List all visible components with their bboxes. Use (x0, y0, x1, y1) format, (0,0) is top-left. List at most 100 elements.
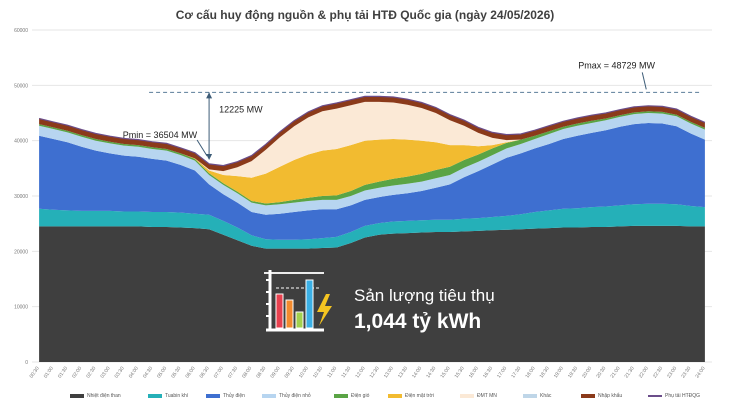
legend-label: ĐMT MN (477, 393, 497, 399)
y-tick-label: 10000 (14, 305, 28, 311)
y-tick-label: 50000 (14, 83, 28, 89)
y-tick-label: 0 (25, 360, 28, 366)
y-tick-label: 20000 (14, 249, 28, 255)
y-tick-label: 40000 (14, 139, 28, 145)
x-tick-label: 16:30 (482, 366, 494, 380)
x-tick-label: 23:00 (666, 366, 678, 380)
x-tick-label: 11:30 (341, 366, 353, 380)
x-tick-label: 02:30 (85, 366, 97, 380)
legend-label: Điện mặt trời (405, 393, 434, 399)
legend-swatch (70, 394, 84, 398)
x-tick-label: 03:30 (114, 366, 126, 380)
legend-swatch (206, 394, 220, 398)
x-tick-label: 04:30 (142, 366, 154, 380)
consumption-value: 1,044 tỷ kWh (354, 310, 482, 333)
x-tick-label: 19:00 (553, 366, 565, 380)
x-tick-label: 23:30 (680, 366, 692, 380)
legend-item: Thủy điện nhỏ (262, 393, 311, 399)
legend-label: Thủy điện (223, 393, 245, 399)
x-tick-label: 10:00 (298, 366, 310, 380)
pmax-annotation: Pmax = 48729 MW (578, 60, 655, 70)
area-wind (39, 111, 705, 206)
legend-swatch (523, 394, 537, 398)
x-tick-label: 05:30 (170, 366, 182, 380)
x-tick-label: 11:00 (326, 366, 338, 380)
legend-swatch (334, 394, 348, 398)
x-tick-label: 14:30 (425, 366, 437, 380)
legend-item: Khác (523, 393, 551, 399)
legend-label: Phụ tải HTĐQG (665, 393, 701, 399)
legend-item: Nhập khẩu (581, 393, 622, 399)
x-tick-label: 13:30 (397, 366, 409, 380)
legend-swatch (388, 394, 402, 398)
consumption-label: Sản lượng tiêu thụ (354, 286, 495, 305)
legend-swatch (148, 394, 162, 398)
x-tick-label: 17:30 (510, 366, 522, 380)
delta-arrow-head-down (206, 154, 213, 161)
x-tick-label: 16:00 (468, 366, 480, 380)
x-tick-label: 18:30 (539, 366, 551, 380)
area-hydro (39, 123, 705, 240)
x-tick-label: 01:00 (43, 366, 55, 380)
x-tick-label: 19:30 (567, 366, 579, 380)
chart-legend: Nhiệt điện than Tuabin khí Thủy điện Thủy đ… (0, 393, 730, 407)
load-line (38, 95, 706, 167)
x-tick-label: 06:30 (199, 366, 211, 380)
x-tick-label: 21:30 (624, 366, 636, 380)
x-tick-label: 10:30 (312, 366, 324, 380)
x-tick-label: 13:00 (383, 366, 395, 380)
pmin-leader (196, 139, 208, 157)
legend-label: Thủy điện nhỏ (279, 393, 311, 399)
legend-item: Thủy điện (206, 393, 245, 399)
legend-label: Khác (540, 393, 552, 399)
delta-arrow-head-up (206, 92, 213, 99)
x-tick-label: 09:30 (284, 366, 296, 380)
x-tick-label: 02:00 (71, 366, 83, 380)
legend-label: Điện gió (351, 393, 370, 399)
pmin-annotation: Pmin = 36504 MW (123, 130, 198, 140)
legend-item: Phụ tải HTĐQG (648, 393, 700, 399)
x-tick-label: 12:00 (354, 366, 366, 380)
x-tick-label: 21:00 (609, 366, 621, 380)
x-tick-label: 22:00 (638, 366, 650, 380)
legend-swatch (460, 394, 474, 398)
x-tick-label: 03:00 (99, 366, 111, 380)
x-tick-label: 07:30 (227, 366, 239, 380)
area-coal (39, 225, 705, 362)
legend-item: Điện gió (334, 393, 369, 399)
x-tick-label: 15:30 (454, 366, 466, 380)
bar-chart-bolt-icon (264, 270, 332, 332)
x-tick-label: 06:00 (184, 366, 196, 380)
x-tick-label: 22:30 (652, 366, 664, 380)
area-small_hydro (39, 113, 705, 215)
legend-swatch (262, 394, 276, 398)
x-tick-label: 17:00 (496, 366, 508, 380)
x-tick-label: 15:00 (439, 366, 451, 380)
area-solar_farm (39, 111, 705, 204)
x-tick-label: 12:30 (369, 366, 381, 380)
area-gas (39, 203, 705, 249)
pmax-leader (641, 72, 647, 90)
x-tick-label: 08:00 (241, 366, 253, 380)
x-tick-label: 14:00 (411, 366, 423, 380)
legend-swatch (581, 394, 595, 398)
consumption-panel: Sản lượng tiêu thụ 1,044 tỷ kWh (262, 262, 532, 342)
x-tick-label: 07:00 (213, 366, 225, 380)
area-series (38, 95, 706, 362)
x-tick-label: 24:00 (694, 366, 706, 380)
legend-label: Tuabin khí (165, 393, 189, 399)
legend-item: ĐMT MN (460, 393, 497, 399)
y-tick-label: 60000 (14, 28, 28, 34)
x-tick-label: 08:30 (255, 366, 267, 380)
delta-annotation: 12225 MW (219, 104, 263, 114)
chart-title: Cơ cấu huy động nguồn & phụ tải HTĐ Quốc… (175, 8, 555, 22)
legend-item: Điện mặt trời (388, 393, 434, 399)
x-tick-label: 04:00 (128, 366, 140, 380)
legend-item: Tuabin khí (148, 393, 188, 399)
x-tick-label: 00:30 (29, 366, 41, 380)
x-tick-label: 20:30 (595, 366, 607, 380)
annotations: Pmin = 36504 MW 12225 MW Pmax = 48729 MW (123, 60, 702, 161)
x-tick-label: 20:00 (581, 366, 593, 380)
y-tick-label: 30000 (14, 194, 28, 200)
